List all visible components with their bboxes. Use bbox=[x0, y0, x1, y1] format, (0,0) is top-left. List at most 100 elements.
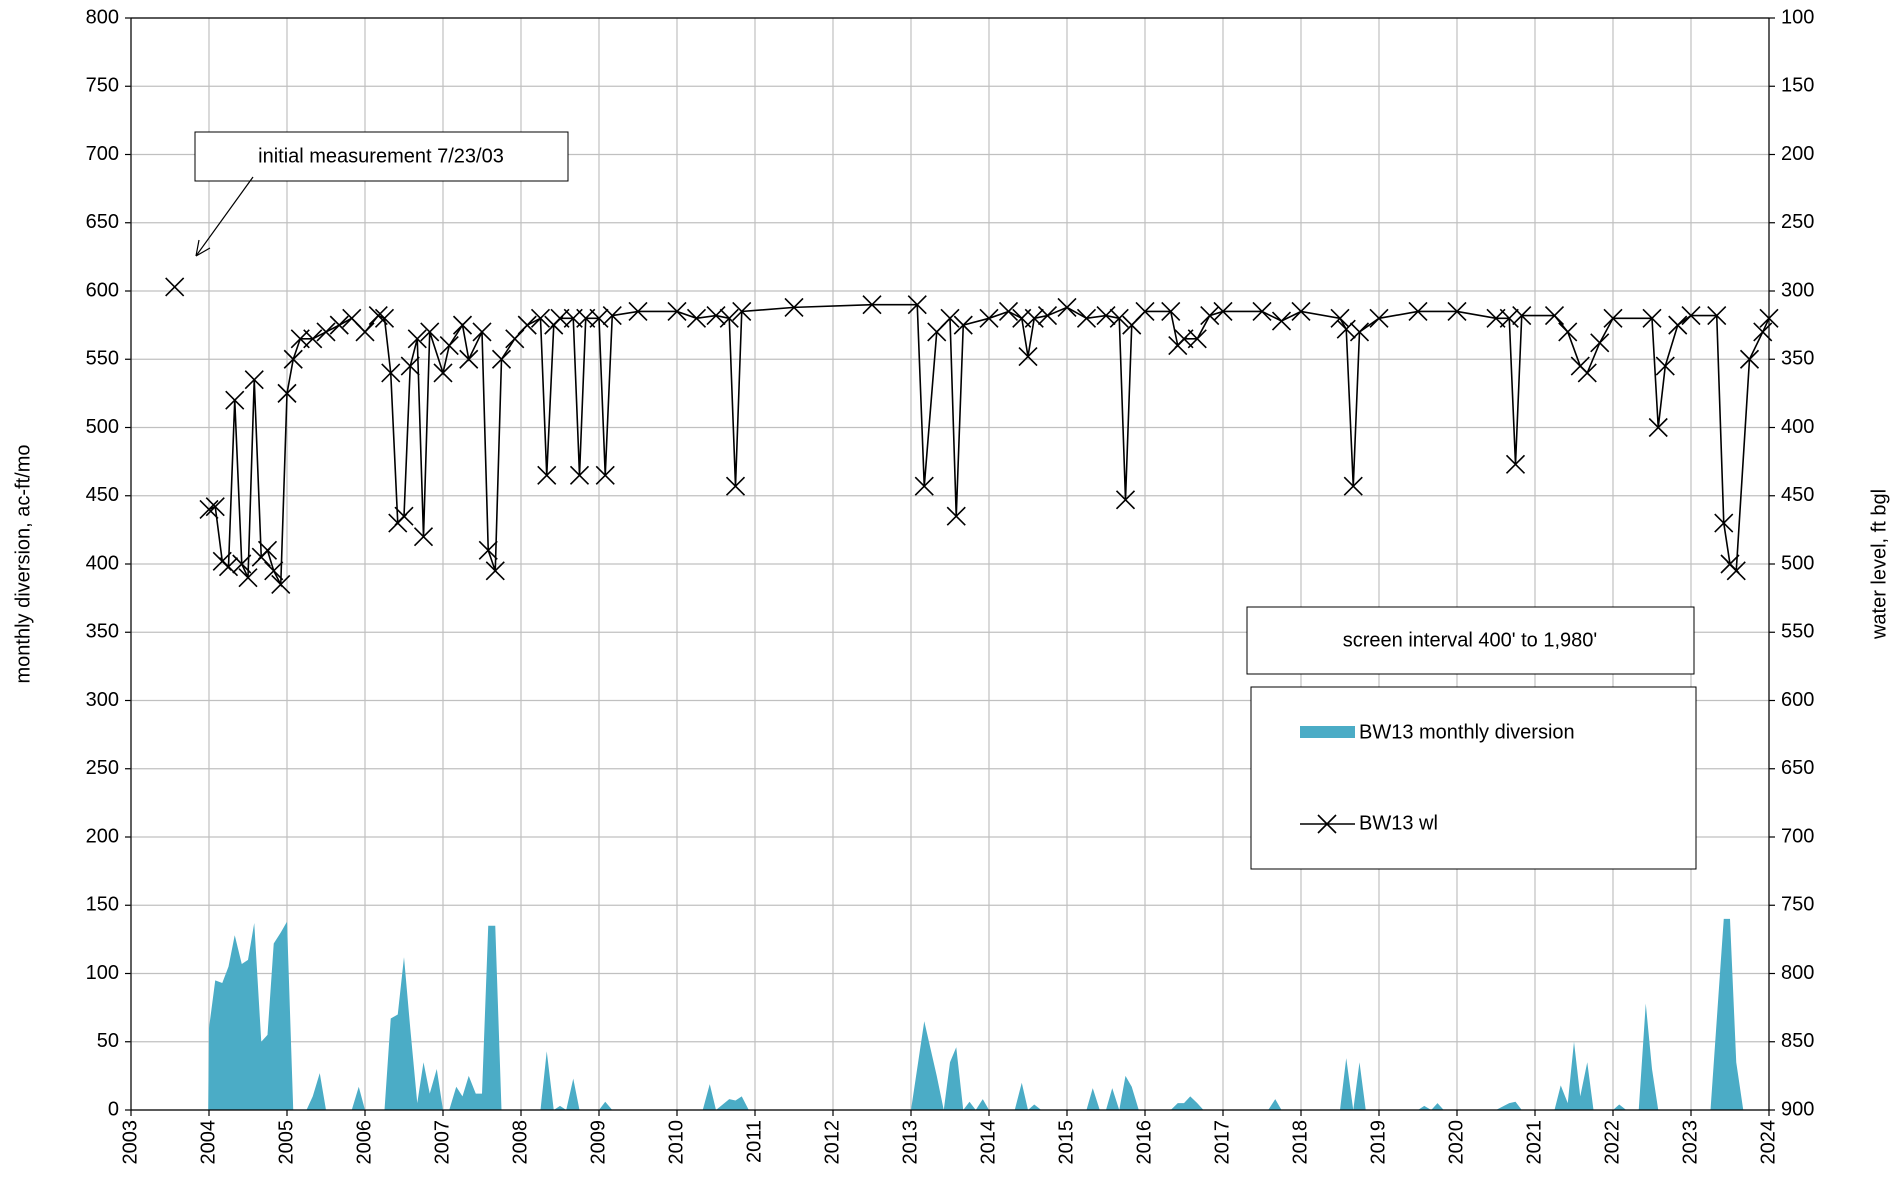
water-level-marker bbox=[1187, 329, 1207, 349]
y-tick-label: 350 bbox=[86, 621, 119, 643]
y2-tick-label: 800 bbox=[1781, 962, 1814, 984]
water-level-marker bbox=[355, 322, 375, 342]
y-tick-label: 100 bbox=[86, 962, 119, 984]
x-tick-label: 2022 bbox=[1601, 1120, 1623, 1165]
water-level-marker bbox=[1447, 301, 1467, 322]
y-tick-label: 0 bbox=[108, 1098, 119, 1120]
water-level-marker bbox=[946, 506, 966, 526]
water-level-marker bbox=[1577, 363, 1597, 383]
water-level-marker bbox=[439, 336, 459, 356]
water-level-marker bbox=[940, 308, 960, 328]
y2-tick-label: 100 bbox=[1781, 6, 1814, 28]
y2-tick-label: 700 bbox=[1781, 825, 1814, 847]
water-level-marker bbox=[602, 306, 622, 326]
water-level-marker bbox=[998, 301, 1019, 322]
water-level-marker bbox=[277, 383, 297, 403]
x-tick-label: 2013 bbox=[899, 1120, 921, 1165]
water-level-marker bbox=[1330, 308, 1350, 328]
water-level-marker bbox=[537, 465, 557, 485]
x-tick-label: 2003 bbox=[119, 1120, 141, 1165]
water-level-marker bbox=[413, 527, 434, 547]
water-level-marker bbox=[374, 308, 395, 328]
x-tick-label: 2019 bbox=[1367, 1120, 1389, 1165]
water-level-marker bbox=[283, 349, 303, 369]
water-level-marker bbox=[953, 315, 973, 335]
water-level-marker bbox=[550, 308, 570, 328]
water-level-marker bbox=[271, 574, 291, 595]
y-tick-label: 700 bbox=[86, 143, 119, 165]
y-tick-label: 300 bbox=[86, 689, 119, 711]
water-level-marker bbox=[862, 295, 882, 315]
x-tick-label: 2004 bbox=[197, 1120, 219, 1165]
water-level-marker bbox=[1135, 301, 1155, 322]
x-tick-label: 2009 bbox=[587, 1120, 609, 1165]
water-level-marker bbox=[719, 308, 739, 328]
water-level-marker bbox=[1096, 306, 1116, 326]
legend-swatch bbox=[1300, 726, 1355, 738]
water-level-marker bbox=[394, 506, 414, 526]
water-level-marker bbox=[1115, 490, 1136, 510]
water-level-marker bbox=[979, 308, 999, 328]
water-level-marker bbox=[1024, 308, 1044, 328]
water-level-marker bbox=[257, 540, 278, 560]
water-level-marker bbox=[530, 308, 551, 328]
annotation-box bbox=[1246, 606, 1695, 675]
legend-marker bbox=[1317, 814, 1337, 834]
water-level-marker bbox=[1252, 301, 1272, 322]
water-level-marker bbox=[316, 322, 336, 342]
annotation-box bbox=[194, 131, 569, 182]
x-tick-label: 2023 bbox=[1679, 1120, 1701, 1165]
x-tick-label: 2024 bbox=[1757, 1120, 1779, 1165]
water-level-marker bbox=[1213, 301, 1233, 322]
water-level-marker bbox=[1161, 301, 1181, 322]
y-tick-label: 750 bbox=[86, 75, 119, 97]
y-axis-label: monthly diversion, ac-ft/mo bbox=[12, 445, 34, 684]
y2-tick-label: 650 bbox=[1781, 757, 1814, 779]
water-level-marker bbox=[1544, 306, 1565, 326]
y2-tick-label: 550 bbox=[1781, 621, 1814, 643]
y2-tick-label: 200 bbox=[1781, 143, 1814, 165]
diversion-area bbox=[208, 918, 1744, 1110]
water-level-marker bbox=[329, 315, 349, 335]
water-level-marker bbox=[420, 322, 440, 342]
water-level-marker bbox=[433, 363, 453, 383]
water-level-marker bbox=[1109, 308, 1129, 328]
water-level-marker bbox=[1336, 319, 1356, 339]
annotation-arrow bbox=[195, 176, 254, 257]
y2-tick-label: 750 bbox=[1781, 894, 1814, 916]
water-level-marker bbox=[907, 295, 927, 315]
water-level-marker bbox=[1291, 301, 1311, 322]
water-level-marker bbox=[725, 476, 746, 496]
x-tick-label: 2017 bbox=[1211, 1120, 1233, 1165]
legend-box bbox=[1250, 686, 1697, 870]
x-tick-label: 2006 bbox=[353, 1120, 375, 1165]
water-level-marker bbox=[1486, 308, 1506, 328]
y-tick-label: 800 bbox=[86, 6, 119, 28]
water-level-marker bbox=[667, 301, 687, 322]
water-level-marker bbox=[368, 306, 388, 326]
y2-tick-label: 450 bbox=[1781, 484, 1814, 506]
water-level-marker bbox=[1018, 346, 1038, 367]
y-tick-label: 500 bbox=[86, 416, 119, 438]
water-level-marker bbox=[205, 497, 225, 517]
water-level-marker bbox=[1200, 306, 1220, 326]
water-level-marker bbox=[589, 308, 609, 328]
water-level-marker bbox=[459, 349, 479, 369]
water-level-marker bbox=[1726, 561, 1746, 581]
water-level-marker bbox=[505, 329, 525, 349]
water-level-marker bbox=[1590, 333, 1610, 353]
water-level-marker bbox=[232, 554, 252, 574]
water-level-marker bbox=[1408, 301, 1428, 322]
water-level-marker bbox=[1603, 308, 1623, 328]
water-level-marker bbox=[478, 540, 498, 560]
water-level-marker bbox=[1037, 306, 1058, 326]
x-tick-label: 2008 bbox=[509, 1120, 531, 1165]
water-level-marker bbox=[1558, 322, 1578, 342]
x-tick-label: 2012 bbox=[821, 1120, 843, 1165]
water-level-marker bbox=[238, 568, 258, 588]
water-level-marker bbox=[1707, 306, 1727, 326]
water-level-marker bbox=[706, 306, 726, 326]
y2-tick-label: 150 bbox=[1781, 75, 1814, 97]
water-level-marker bbox=[1739, 349, 1760, 369]
y2-tick-label: 500 bbox=[1781, 552, 1814, 574]
